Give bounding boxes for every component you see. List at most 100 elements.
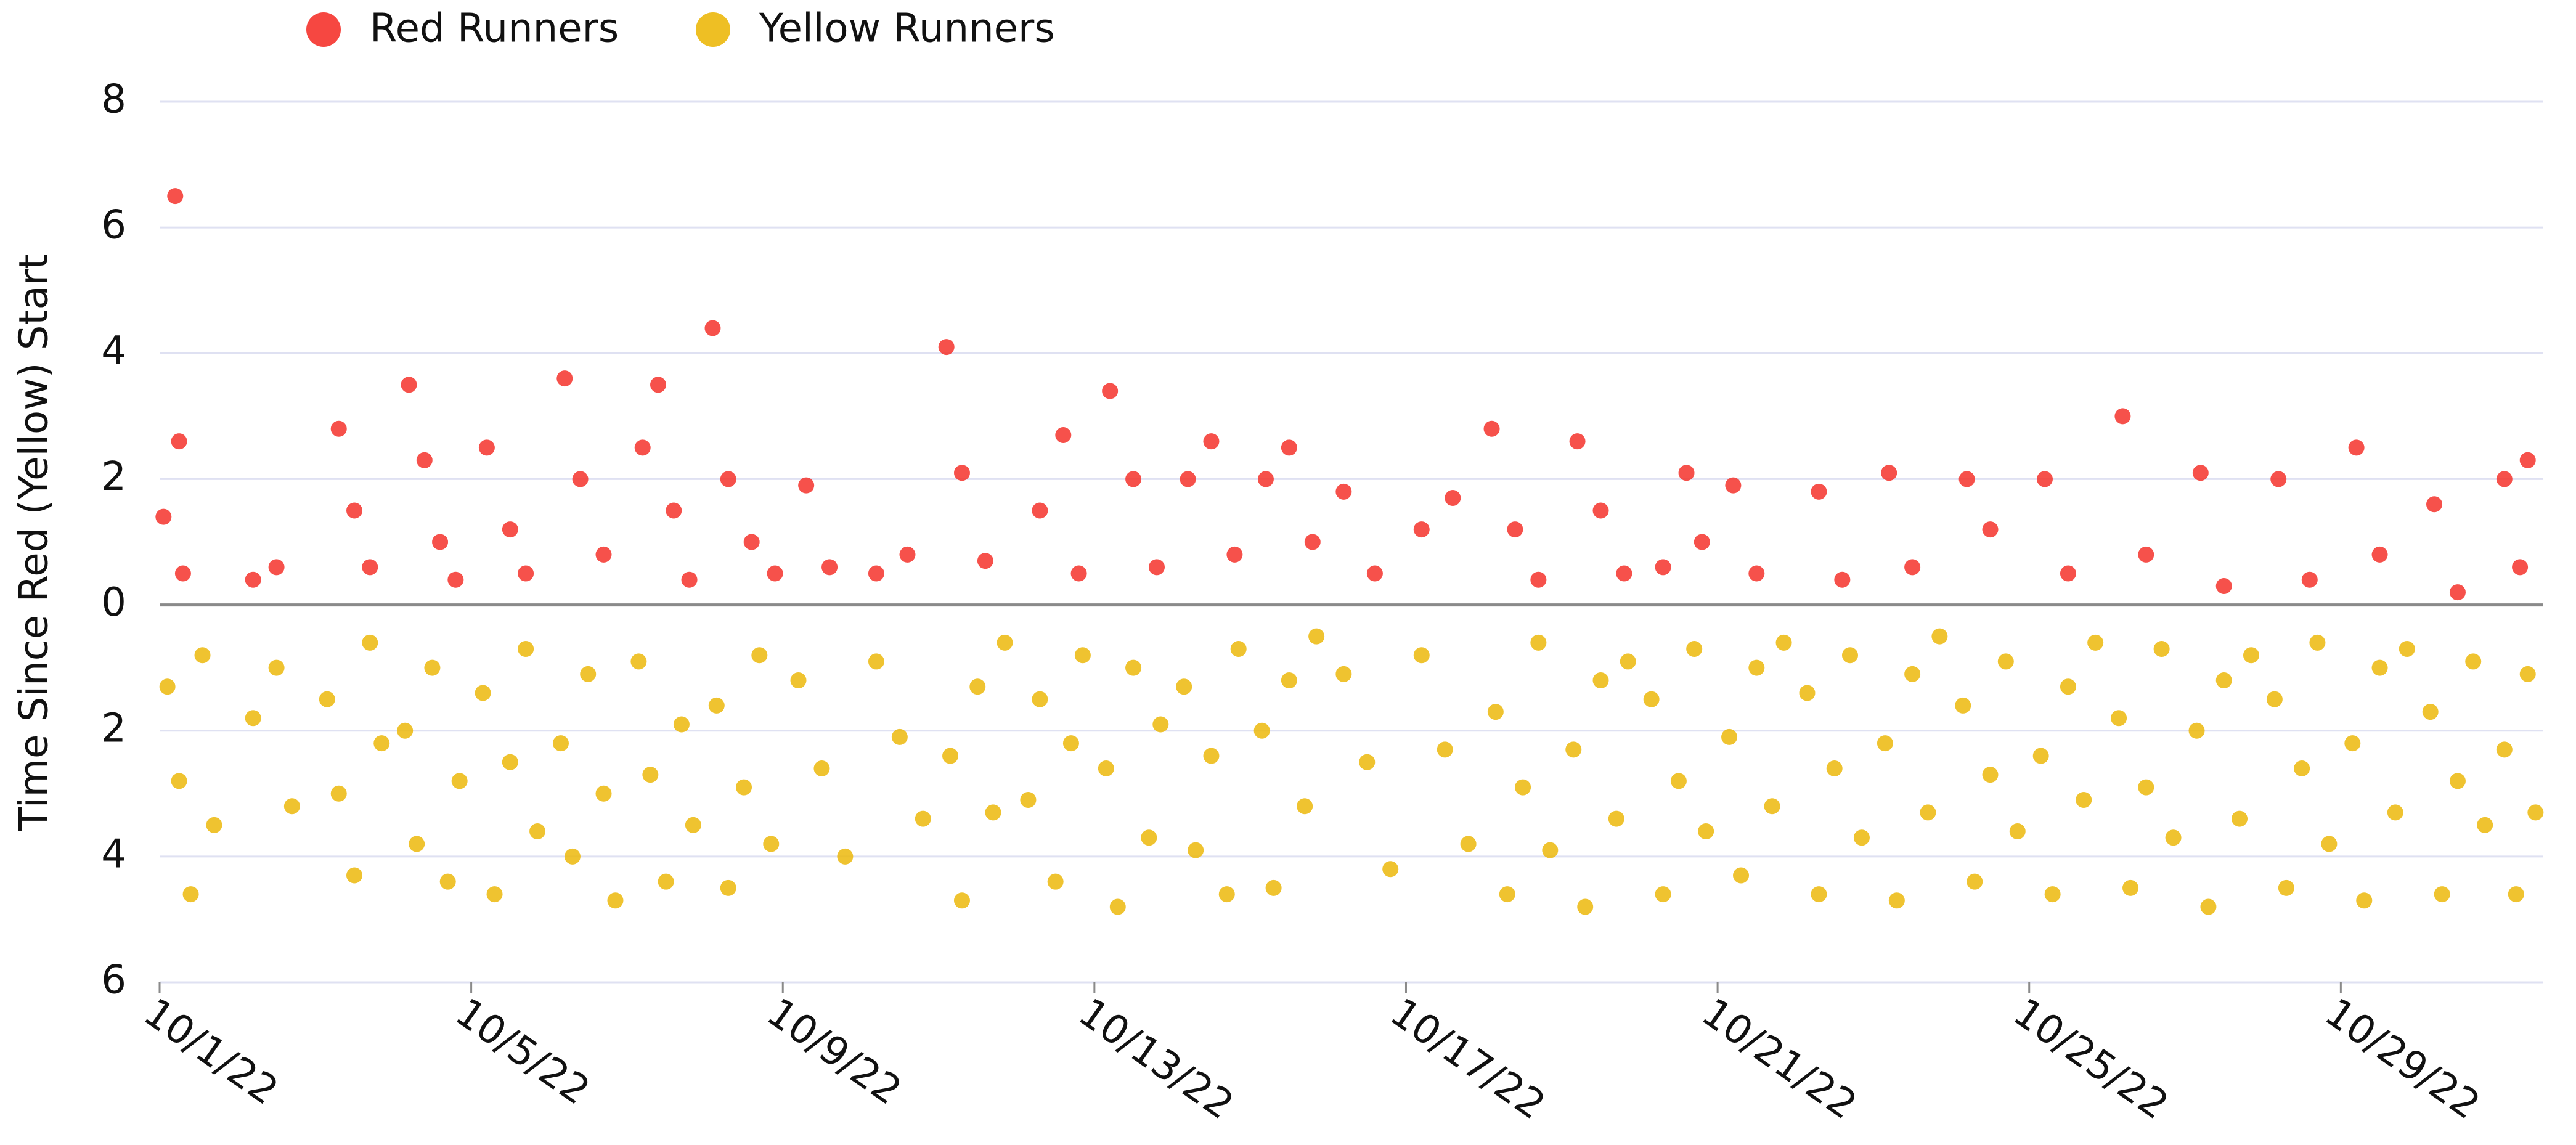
legend-marker	[696, 12, 730, 47]
data-point	[899, 546, 916, 563]
data-point	[997, 634, 1013, 651]
data-point	[362, 634, 378, 651]
data-point	[409, 836, 425, 852]
data-point	[1655, 886, 1671, 903]
data-point	[1733, 867, 1750, 884]
data-point	[564, 848, 581, 865]
data-point	[821, 559, 838, 576]
data-point	[2294, 760, 2310, 776]
data-point	[159, 678, 176, 695]
data-point	[1102, 383, 1119, 399]
data-point	[572, 471, 589, 487]
data-point	[206, 817, 222, 833]
data-point	[1047, 873, 1064, 890]
data-point	[1304, 534, 1321, 550]
x-tick-label: 10/17/22	[1382, 990, 1553, 1128]
data-point	[552, 735, 569, 752]
data-point	[283, 798, 300, 815]
data-point	[2060, 565, 2076, 582]
data-point	[2215, 577, 2232, 594]
data-point	[2465, 653, 2482, 670]
y-tick-label: 4	[101, 831, 126, 877]
data-point	[2076, 791, 2092, 808]
data-point	[2301, 571, 2318, 588]
data-point	[1226, 546, 1243, 563]
data-point	[985, 804, 1001, 821]
data-point	[1253, 722, 1270, 739]
data-point	[1460, 836, 1477, 852]
data-point	[2044, 886, 2061, 903]
data-point	[1265, 879, 1282, 896]
data-point	[767, 565, 783, 582]
data-point	[475, 685, 491, 701]
data-point	[1608, 810, 1624, 827]
data-point	[720, 471, 736, 487]
data-point	[346, 502, 363, 519]
data-point	[1359, 754, 1376, 770]
data-point	[1920, 804, 1936, 821]
y-tick-label: 0	[101, 580, 126, 625]
data-point	[2278, 879, 2294, 896]
data-point	[2266, 691, 2283, 707]
data-point	[790, 672, 807, 689]
data-point	[2387, 804, 2403, 821]
data-point	[2508, 886, 2524, 903]
data-point	[2344, 735, 2361, 752]
data-point	[1032, 691, 1048, 707]
data-point	[1811, 886, 1827, 903]
data-point	[1020, 791, 1037, 808]
data-point	[556, 370, 573, 387]
data-point	[2422, 704, 2439, 720]
data-point	[2138, 779, 2154, 796]
data-point	[2496, 471, 2513, 487]
data-point	[2527, 804, 2544, 821]
data-point	[401, 377, 417, 393]
data-point	[891, 728, 908, 745]
data-point	[2032, 748, 2049, 764]
data-point	[1904, 666, 1921, 682]
data-point	[763, 836, 780, 852]
data-point	[938, 339, 955, 356]
data-point	[2243, 647, 2259, 664]
data-point	[330, 785, 347, 802]
data-point	[1775, 634, 1792, 651]
data-point	[2192, 465, 2209, 481]
data-point	[268, 559, 285, 576]
data-point	[1811, 483, 1827, 500]
data-point	[868, 565, 884, 582]
data-point	[1725, 477, 1742, 494]
data-point	[685, 817, 701, 833]
data-point	[1577, 898, 1594, 915]
data-point	[2371, 659, 2388, 676]
data-point	[720, 879, 736, 896]
data-point	[424, 659, 441, 676]
data-point	[1445, 490, 1461, 507]
x-tick-label: 10/5/22	[447, 990, 598, 1114]
data-point	[1955, 697, 1971, 714]
x-tick-label: 10/13/22	[1070, 990, 1242, 1128]
data-point	[1931, 628, 1948, 645]
data-point	[2138, 546, 2154, 563]
data-point	[1877, 735, 1893, 752]
data-point	[666, 502, 682, 519]
data-point	[751, 647, 768, 664]
data-point	[837, 848, 854, 865]
data-point	[1799, 685, 1816, 701]
data-point	[1888, 892, 1905, 909]
data-point	[1125, 471, 1142, 487]
data-point	[634, 439, 651, 456]
data-point	[2434, 886, 2450, 903]
data-point	[915, 810, 931, 827]
data-point	[1487, 704, 1504, 720]
data-point	[1413, 521, 1430, 538]
data-point	[1281, 439, 1297, 456]
data-point	[630, 653, 647, 670]
data-point	[1670, 773, 1687, 789]
data-point	[1203, 433, 1220, 450]
data-point	[330, 420, 347, 437]
data-point	[1530, 634, 1547, 651]
data-point	[736, 779, 752, 796]
data-point	[2188, 722, 2205, 739]
data-point	[432, 534, 449, 550]
